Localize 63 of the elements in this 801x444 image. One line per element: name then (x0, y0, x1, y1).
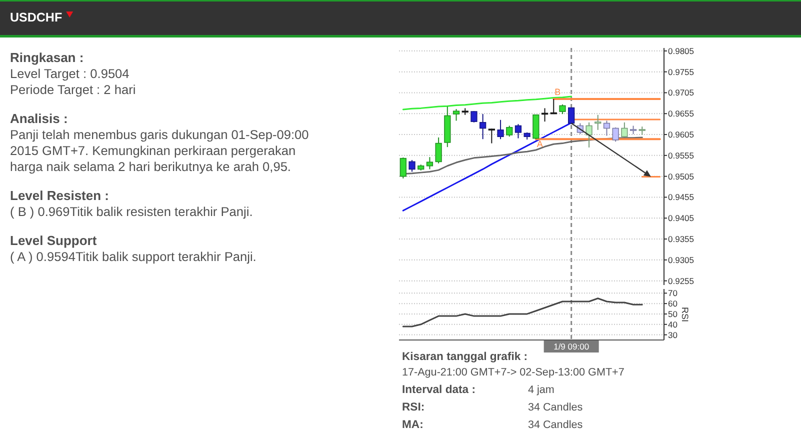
candlestick (621, 122, 628, 138)
text: Ringkasan : (10, 50, 84, 64)
candlestick (497, 119, 504, 140)
candlestick (408, 160, 416, 172)
y-tick-label: 0.9355 (668, 234, 694, 244)
text: Level Resisten : (10, 188, 109, 202)
y-tick-label: 0.9755 (668, 66, 694, 77)
y-tick-label: 0.9455 (668, 192, 694, 202)
candlestick (532, 114, 540, 140)
y-tick-label: 0.9555 (668, 150, 694, 160)
candlestick (506, 125, 513, 138)
candlestick (426, 156, 434, 170)
candlestick (435, 136, 442, 164)
text: ( B ) 0.969Titik balik resisten terakhir Panji. (10, 204, 253, 218)
text: RSI: (402, 402, 425, 414)
candlestick (568, 107, 575, 125)
text: 2015 GMT+7. Kemungkinan perkiraan pergerakan (10, 142, 296, 158)
text: 34 Candles (528, 419, 584, 431)
text: Panji telah menembus garis dukungan 01-Sep-09:00 (10, 126, 309, 142)
candlestick (480, 114, 486, 140)
candlestick (586, 122, 592, 148)
text: 4 jam (528, 384, 554, 396)
y-tick-label: 0.9255 (668, 276, 694, 286)
y-tick-label: 0.9705 (668, 88, 694, 98)
candlestick (514, 124, 522, 139)
y-tick-label: 40 (668, 319, 678, 330)
candlestick (594, 114, 602, 130)
y-tick-label: 30 (668, 330, 678, 340)
candlestick (603, 120, 610, 136)
y-tick-label: 60 (668, 298, 678, 309)
text: Kisaran tanggal grafik : (402, 351, 528, 363)
line-series (402, 122, 572, 212)
y-tick-label: 0.9655 (668, 108, 694, 119)
line-series (402, 298, 643, 328)
text: Periode Target : 2 hari (10, 82, 136, 96)
y-tick-label: 50 (668, 308, 678, 319)
text: USDCHF (10, 10, 62, 24)
text: Analisis : (10, 110, 68, 126)
text: harga naik selama 2 hari berikutnya ke arah 0,95. (10, 158, 291, 174)
y-axis-title: RSI (680, 306, 690, 322)
series-label: A (536, 139, 543, 150)
y-tick-label: 70 (668, 288, 678, 298)
y-tick-label: 0.9405 (668, 213, 694, 224)
candlestick (559, 104, 566, 115)
candlestick (400, 157, 406, 179)
candlestick (452, 108, 460, 122)
text: Level Target : 0.9504 (10, 66, 130, 80)
series-label: B (554, 86, 561, 97)
text: 34 Candles (528, 402, 584, 414)
candlestick (470, 110, 478, 123)
y-tick-label: 0.9505 (668, 171, 694, 182)
text: ( A ) 0.9594Titik balik support terakhir Panji. (10, 248, 256, 264)
text: MA: (402, 419, 424, 431)
y-tick-label: 0.9805 (668, 46, 694, 56)
y-tick-label: 0.9305 (668, 254, 694, 265)
text: Interval data : (402, 384, 476, 396)
line-series (402, 96, 572, 110)
text: 17-Agu-21:00 GMT+7-> 02-Sep-13:00 GMT+7 (402, 366, 624, 378)
y-tick-label: 0.9605 (668, 130, 694, 140)
candlestick (488, 128, 495, 144)
text: Level Support (10, 232, 98, 248)
x-tick-label: 1/9 09:00 (554, 342, 590, 352)
candlestick (612, 126, 619, 142)
